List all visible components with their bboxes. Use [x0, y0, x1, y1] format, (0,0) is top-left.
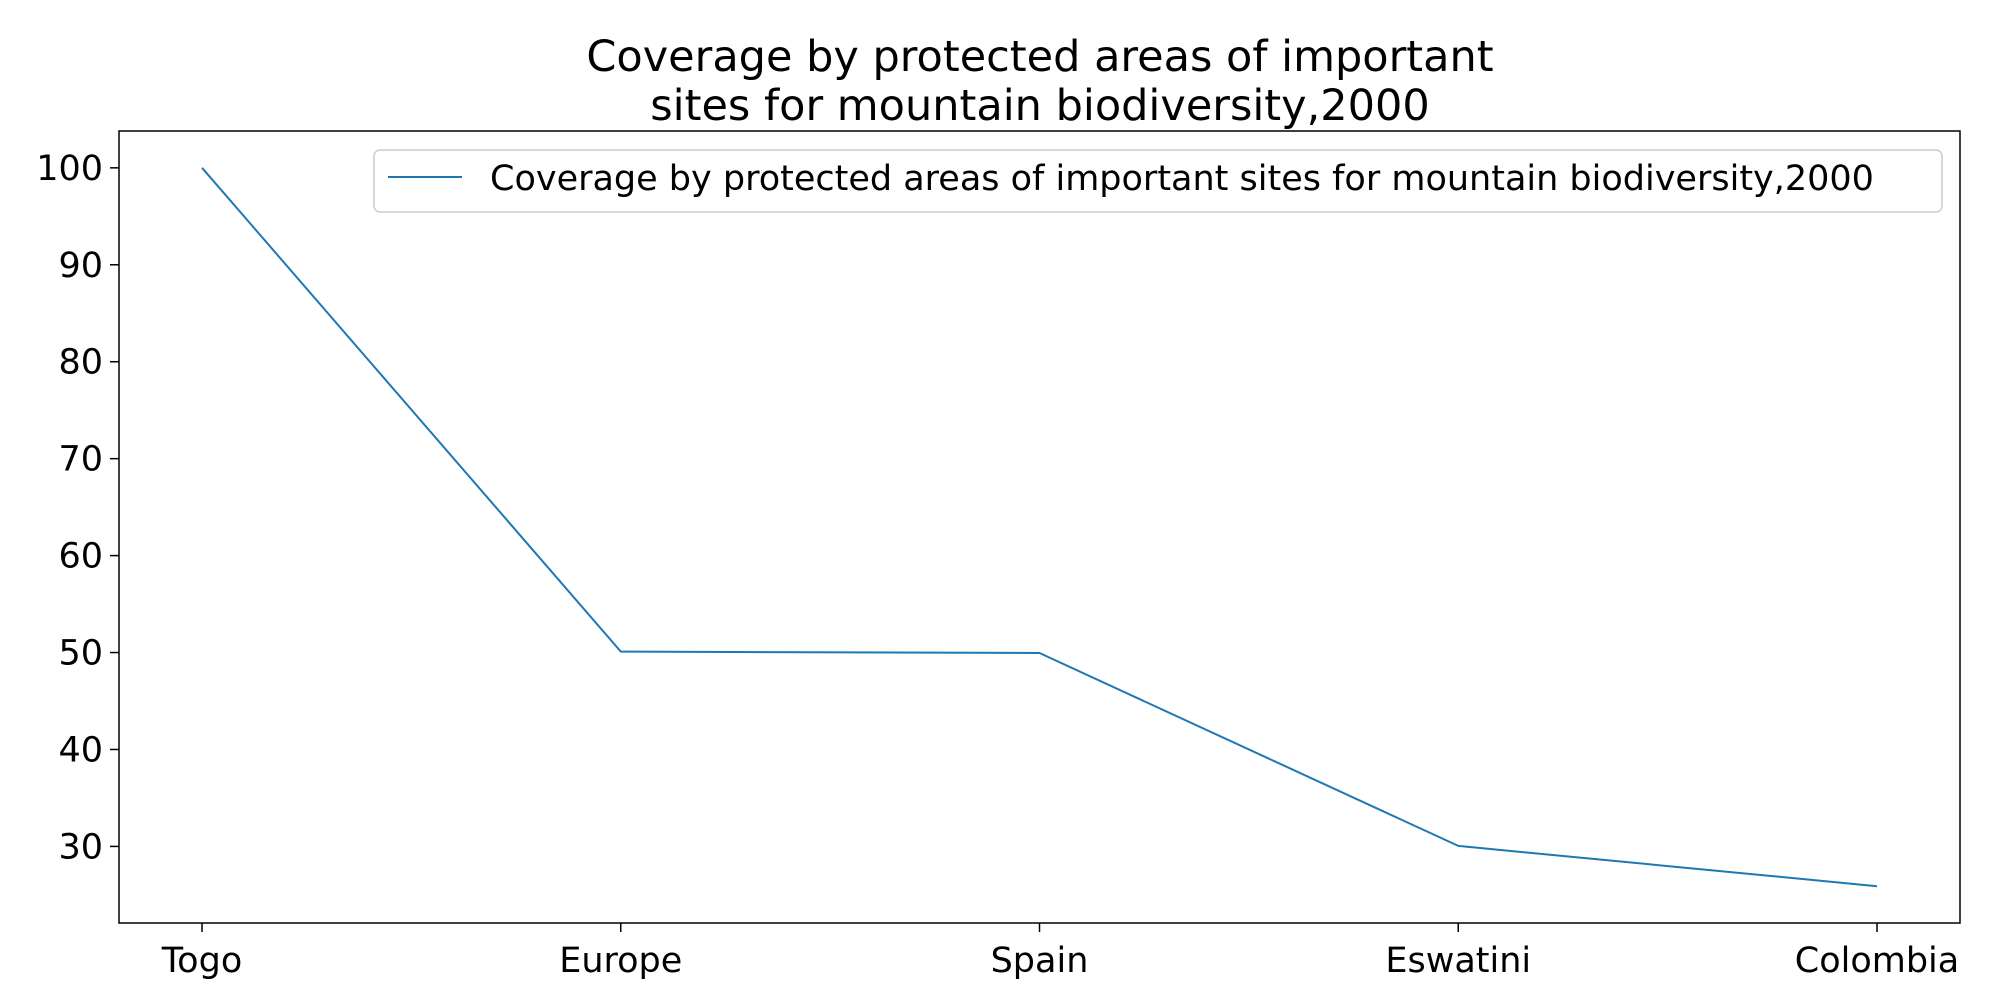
x-tick-label: Europe: [559, 941, 682, 981]
y-tick-label: 100: [36, 149, 103, 189]
chart-title: Coverage by protected areas of important…: [586, 32, 1493, 131]
x-axis: Togo Europe Spain Eswatini Colombia: [161, 923, 1959, 981]
y-tick-label: 80: [58, 343, 103, 383]
y-tick-label: 90: [58, 246, 103, 286]
x-tick-label: Togo: [161, 941, 242, 981]
y-tick-label: 30: [58, 827, 103, 867]
x-tick-label: Spain: [991, 941, 1089, 981]
x-tick-label: Colombia: [1795, 941, 1959, 981]
y-tick-label: 50: [58, 634, 103, 674]
legend-label: Coverage by protected areas of important…: [490, 159, 1874, 199]
x-tick-label: Eswatini: [1385, 941, 1531, 981]
y-tick-label: 60: [58, 537, 103, 577]
legend-box: [373, 149, 1943, 213]
legend: Coverage by protected areas of important…: [373, 149, 1943, 213]
plot-area-frame: [118, 130, 1961, 924]
y-tick-label: 40: [58, 730, 103, 770]
y-tick-label: 70: [58, 440, 103, 480]
chart-title-line-2: sites for mountain biodiversity,2000: [650, 81, 1429, 131]
chart-title-line-1: Coverage by protected areas of important: [586, 32, 1493, 82]
y-axis: 30 40 50 60 70 80 90 100: [36, 149, 119, 867]
series-layer: [201, 167, 1878, 888]
series-line: [201, 167, 1878, 888]
